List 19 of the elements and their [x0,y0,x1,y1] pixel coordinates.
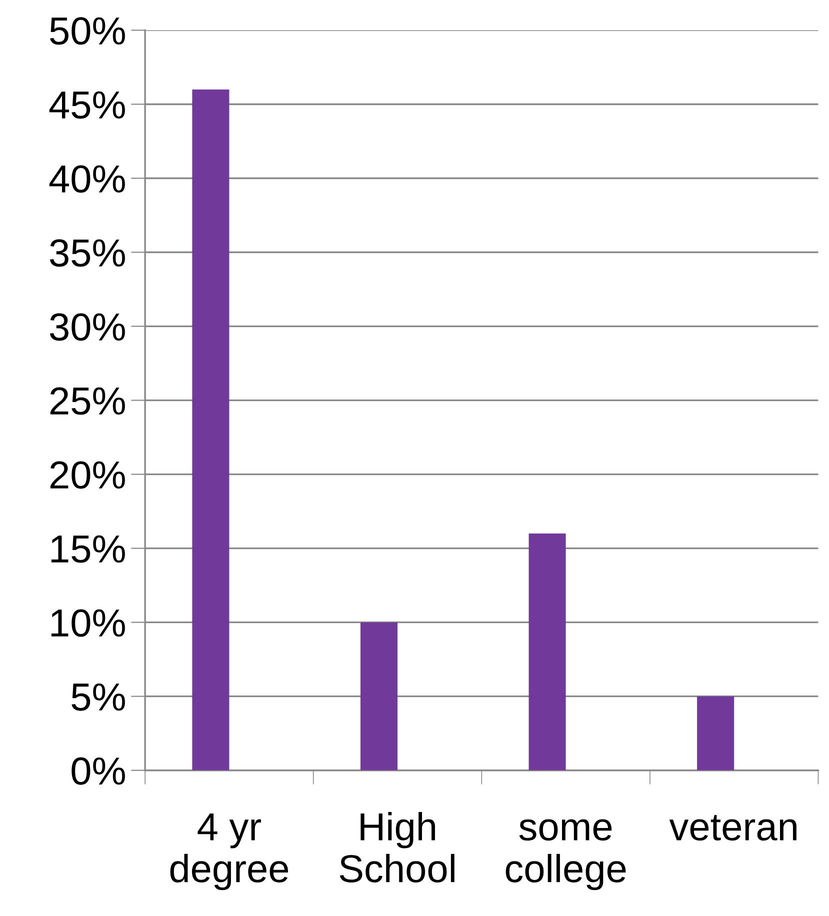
x-tick-label: veteran [669,815,796,841]
bar [360,622,398,770]
y-tick-label: 45% [49,91,125,119]
y-tick-label: 10% [51,609,125,637]
bar [528,534,566,770]
y-tick-label: 50% [50,17,125,45]
x-tick-label: some college [506,819,626,890]
y-tick-label: 20% [50,461,125,489]
y-tick-label: 15% [51,535,125,563]
x-tick-label: High School [340,812,454,882]
bar [697,696,734,770]
bar [192,89,230,770]
y-tick-label: 35% [50,239,125,267]
y-tick-label: 30% [50,313,125,341]
y-tick-label: 0% [72,757,125,785]
y-tick-label: 5% [72,683,125,711]
y-tick-label: 25% [50,387,125,415]
y-tick-label: 40% [49,165,125,193]
x-tick-label: 4 yr degree [170,813,288,890]
